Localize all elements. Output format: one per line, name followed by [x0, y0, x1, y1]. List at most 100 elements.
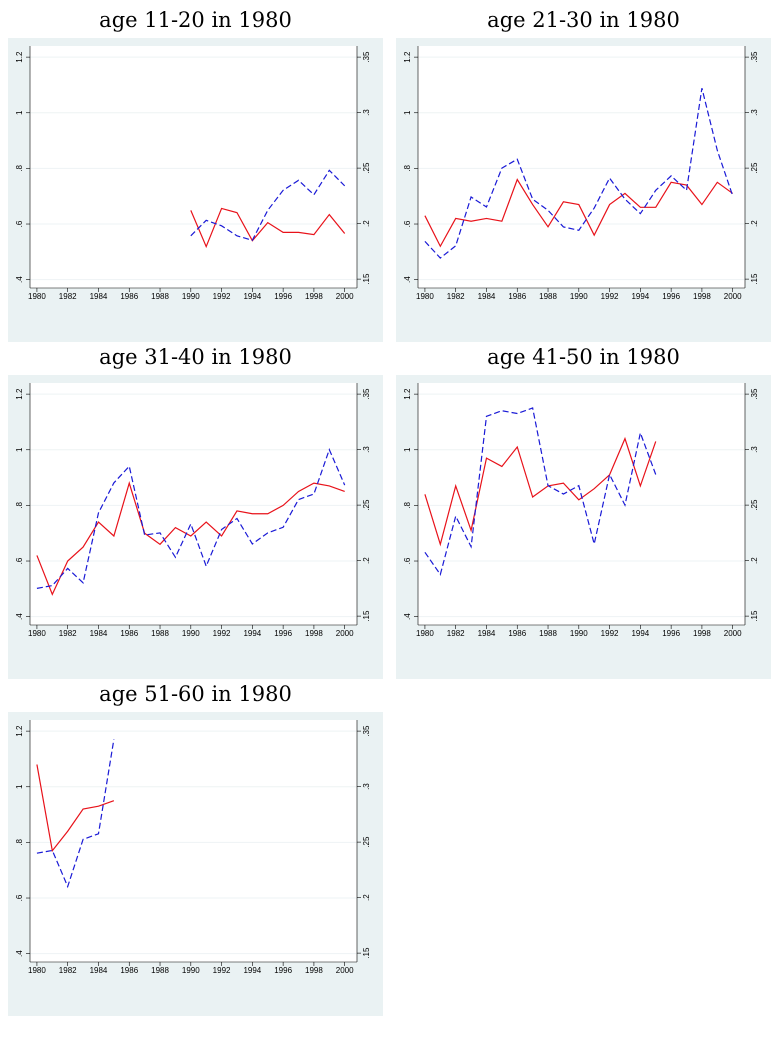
y-tick-label: .6 [15, 894, 24, 901]
x-tick-label: 1988 [151, 292, 169, 301]
y2-tick-label: .3 [750, 109, 759, 116]
y2-tick-label: .15 [750, 610, 759, 622]
x-tick-label: 1994 [631, 292, 649, 301]
x-tick-label: 1982 [59, 966, 77, 975]
y2-tick-label: .15 [362, 610, 371, 622]
x-tick-label: 1994 [243, 966, 261, 975]
x-tick-label: 1990 [182, 966, 200, 975]
x-tick-label: 1984 [90, 292, 108, 301]
plot-area [30, 720, 357, 962]
x-tick-label: 1996 [274, 629, 292, 638]
x-tick-label: 2000 [336, 292, 354, 301]
y-tick-label: .8 [403, 165, 412, 172]
x-tick-label: 1986 [120, 629, 138, 638]
y2-tick-label: .2 [362, 894, 371, 901]
y2-tick-label: .3 [750, 446, 759, 453]
x-tick-label: 1986 [508, 292, 526, 301]
y-tick-label: 1.2 [15, 388, 24, 400]
y-tick-label: 1.2 [15, 725, 24, 737]
y-tick-label: .8 [403, 502, 412, 509]
x-tick-label: 1982 [59, 292, 77, 301]
y-tick-label: 1.2 [403, 51, 412, 63]
y2-tick-label: .2 [362, 220, 371, 227]
x-tick-label: 1990 [182, 292, 200, 301]
y2-tick-label: .35 [750, 51, 759, 63]
panel: .4 .6 .8 1 1.2 .15 .2 .25 .3 .35 1980 1982 1984 1986 1… [8, 375, 383, 679]
x-tick-label: 1998 [693, 629, 711, 638]
y2-tick-label: .25 [362, 162, 371, 174]
x-tick-label: 1984 [478, 292, 496, 301]
y2-tick-label: .15 [362, 273, 371, 285]
x-tick-label: 1980 [28, 292, 46, 301]
y2-tick-label: .2 [362, 557, 371, 564]
x-tick-label: 1988 [539, 292, 557, 301]
series-line [36, 739, 115, 889]
y-tick-label: .4 [15, 950, 24, 957]
y-tick-label: .6 [15, 220, 24, 227]
x-tick-label: 1994 [243, 629, 261, 638]
series-line [424, 436, 657, 547]
y-tick-label: 1 [15, 784, 24, 789]
y2-tick-label: .35 [362, 725, 371, 737]
y2-tick-label: .15 [750, 273, 759, 285]
y2-tick-label: .25 [750, 499, 759, 511]
y2-tick-label: .35 [362, 51, 371, 63]
panel: .4 .6 .8 1 1.2 .15 .2 .25 .3 .35 1980 1982 1984 1986 1… [396, 38, 771, 342]
x-tick-label: 1984 [90, 629, 108, 638]
y2-tick-label: .3 [362, 109, 371, 116]
y-tick-label: .6 [403, 557, 412, 564]
x-tick-label: 1986 [508, 629, 526, 638]
x-tick-label: 1992 [213, 292, 231, 301]
series-line [36, 764, 115, 853]
x-tick-label: 1982 [59, 629, 77, 638]
y2-tick-label: .15 [362, 947, 371, 959]
y-tick-label: .6 [15, 557, 24, 564]
panel: .4 .6 .8 1 1.2 .15 .2 .25 .3 .35 1980 1982 1984 1986 1… [8, 712, 383, 1016]
chart-title: age 11-20 in 1980 [99, 8, 292, 32]
x-tick-label: 1984 [478, 629, 496, 638]
y2-tick-label: .25 [362, 836, 371, 848]
y-tick-label: .8 [15, 502, 24, 509]
x-tick-label: 1996 [662, 629, 680, 638]
series-line [424, 178, 734, 248]
x-tick-label: 1996 [274, 966, 292, 975]
chart-title: age 21-30 in 1980 [487, 8, 680, 32]
x-tick-label: 1992 [213, 629, 231, 638]
chart-title: age 51-60 in 1980 [99, 682, 292, 706]
x-tick-label: 1996 [662, 292, 680, 301]
series-line [36, 481, 345, 596]
series-line [36, 447, 346, 589]
x-tick-label: 1986 [120, 966, 138, 975]
x-tick-label: 1984 [90, 966, 108, 975]
x-tick-label: 1998 [693, 292, 711, 301]
series-line [424, 88, 734, 259]
x-tick-label: 1986 [120, 292, 138, 301]
x-tick-label: 1998 [305, 292, 323, 301]
y-tick-label: .4 [15, 613, 24, 620]
x-tick-label: 1996 [274, 292, 292, 301]
y2-tick-label: .35 [362, 388, 371, 400]
y-tick-label: 1 [403, 447, 412, 452]
series-line [190, 207, 346, 249]
chart-title: age 41-50 in 1980 [487, 345, 680, 369]
y-tick-label: .6 [403, 220, 412, 227]
y-tick-label: 1.2 [15, 51, 24, 63]
x-tick-label: 2000 [724, 292, 742, 301]
x-tick-label: 1980 [416, 629, 434, 638]
x-tick-label: 1990 [570, 292, 588, 301]
x-tick-label: 1988 [151, 629, 169, 638]
y-tick-label: 1 [15, 110, 24, 115]
y2-tick-label: .35 [750, 388, 759, 400]
x-tick-label: 2000 [724, 629, 742, 638]
x-tick-label: 1988 [539, 629, 557, 638]
x-tick-label: 1982 [447, 292, 465, 301]
x-tick-label: 1988 [151, 966, 169, 975]
panel: .4 .6 .8 1 1.2 .15 .2 .25 .3 .35 1980 1982 1984 1986 1… [8, 38, 383, 342]
plot-area [418, 46, 745, 288]
x-tick-label: 1992 [213, 966, 231, 975]
x-tick-label: 1990 [570, 629, 588, 638]
y2-tick-label: .3 [362, 783, 371, 790]
y2-tick-label: .2 [750, 220, 759, 227]
x-tick-label: 1982 [447, 629, 465, 638]
